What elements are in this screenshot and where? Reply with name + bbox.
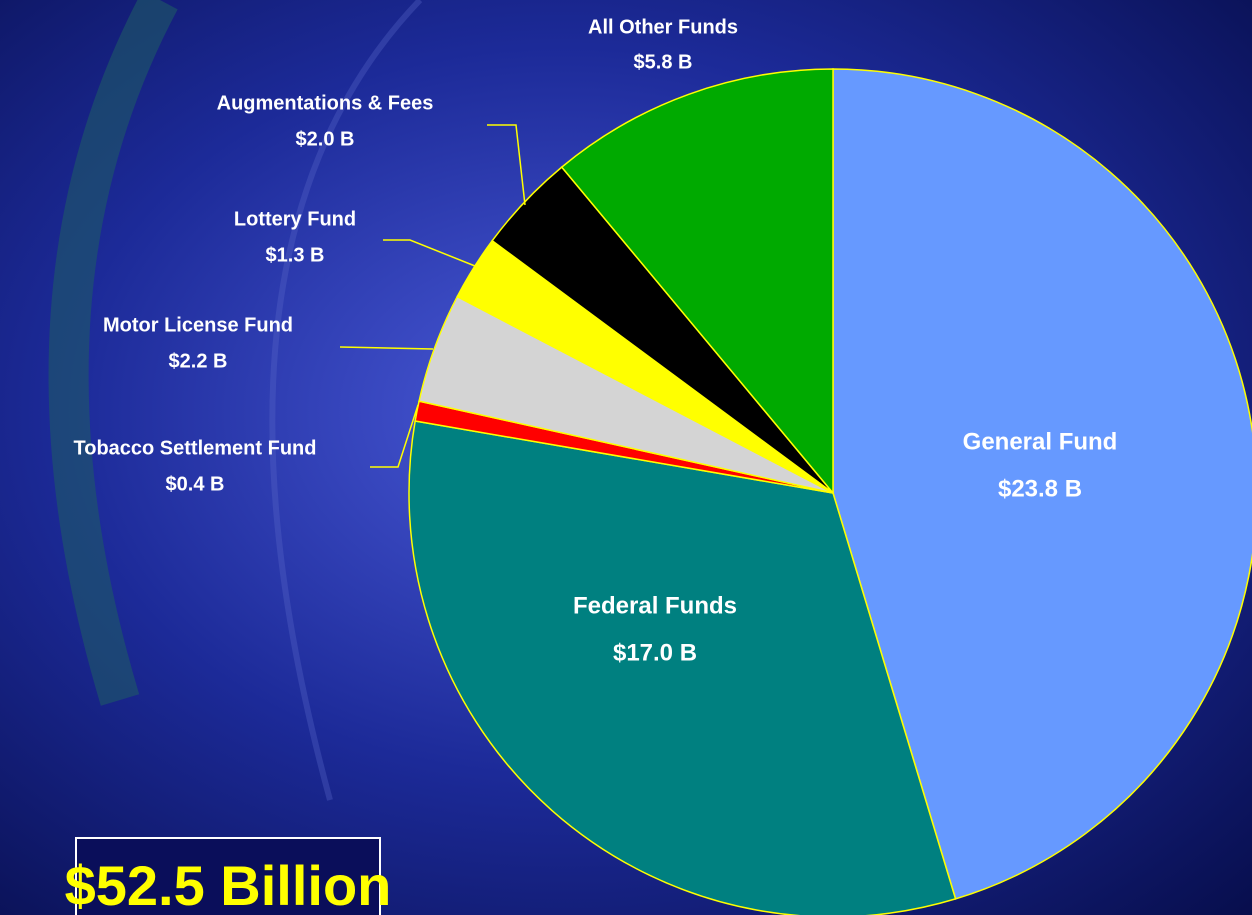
slice-value-label: $17.0 B	[613, 639, 697, 666]
slice-value-label: $0.4 B	[166, 473, 225, 495]
slice-value-label: $5.8 B	[634, 51, 693, 73]
total-label: $52.5 Billion	[65, 854, 392, 915]
slice-value-label: $2.0 B	[296, 128, 355, 150]
pie	[409, 69, 1252, 915]
slice-name: Lottery Fund	[234, 208, 356, 230]
page: {"chart_data": {"type": "pie", "categori…	[0, 0, 1252, 915]
slice-value-label: $1.3 B	[266, 244, 325, 266]
slice-name: Tobacco Settlement Fund	[74, 437, 317, 459]
slice-name: Motor License Fund	[103, 314, 293, 336]
slice-value-label: $23.8 B	[998, 475, 1082, 502]
slide: General Fund $23.8 B Federal Funds $17.0 B T…	[0, 0, 1252, 915]
slice-name: All Other Funds	[588, 16, 738, 38]
slice-value-label: $2.2 B	[169, 350, 228, 372]
slice-name: Augmentations & Fees	[217, 92, 434, 114]
slice-name: General Fund	[963, 428, 1118, 455]
slice-name: Federal Funds	[573, 592, 737, 619]
